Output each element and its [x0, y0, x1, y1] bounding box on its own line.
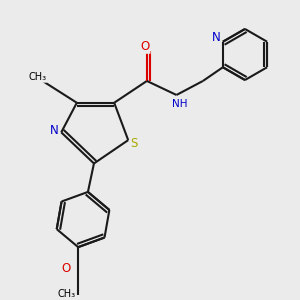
Text: S: S [130, 137, 137, 150]
Text: N: N [50, 124, 59, 137]
Text: O: O [62, 262, 71, 275]
Text: NH: NH [172, 99, 187, 109]
Text: O: O [141, 40, 150, 53]
Text: CH₃: CH₃ [57, 289, 75, 299]
Text: N: N [212, 32, 220, 44]
Text: CH₃: CH₃ [29, 72, 47, 82]
